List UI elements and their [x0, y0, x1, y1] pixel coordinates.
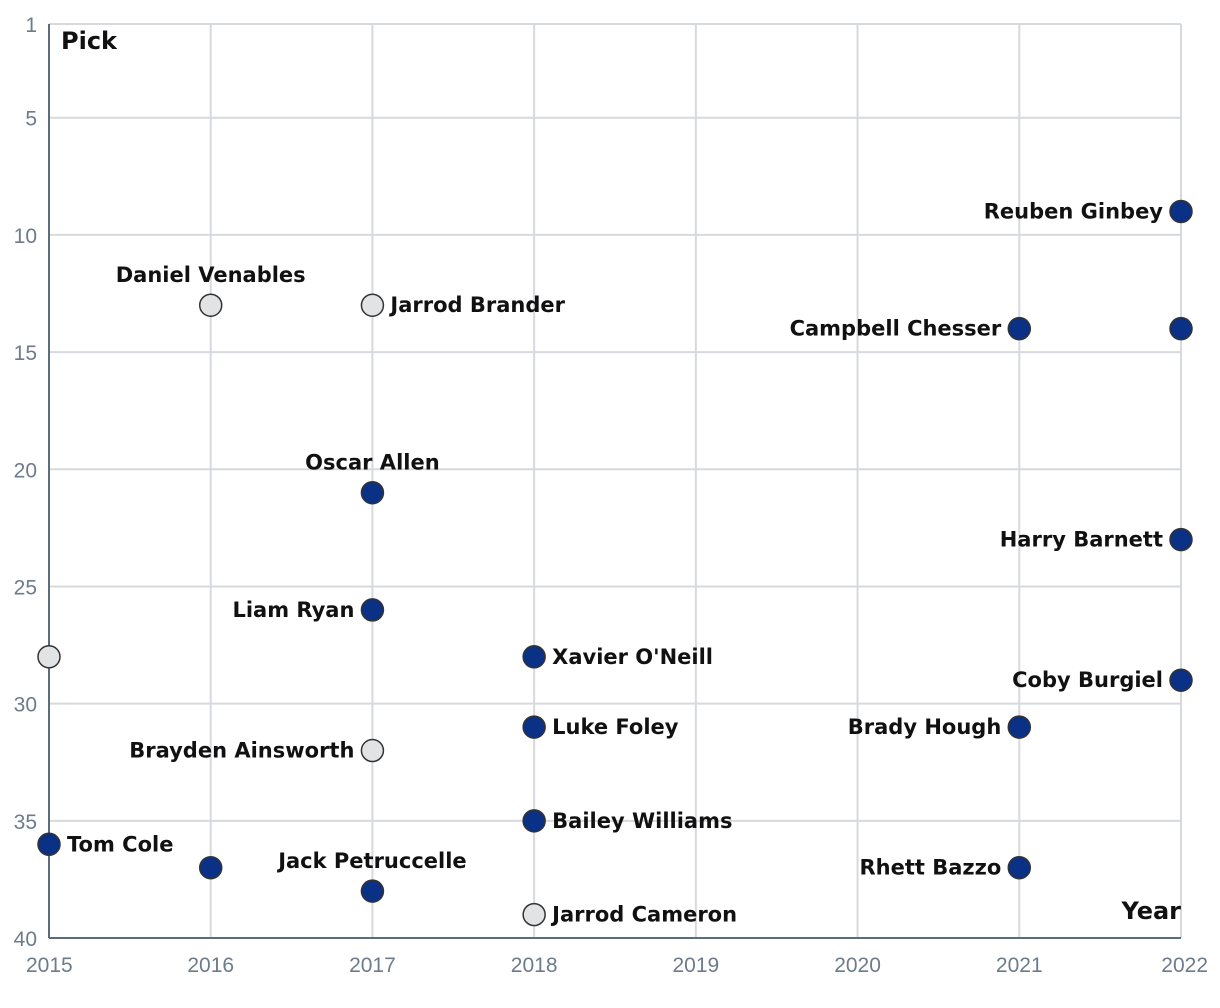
point-oscar-allen: [360, 480, 385, 505]
point-daniel-venables: [198, 293, 223, 317]
label-luke-foley: Luke Foley: [552, 715, 679, 739]
label-brayden-ainsworth: Brayden Ainsworth: [129, 739, 354, 763]
x-tick-label-2017: 2017: [349, 954, 396, 977]
point-xavier-o-neill: [522, 645, 546, 669]
label-campbell-chesser: Campbell Chesser: [790, 317, 1002, 341]
x-tick-label-2018: 2018: [511, 954, 558, 977]
label-jarrod-cameron: Jarrod Cameron: [550, 903, 737, 927]
point-reuben-ginbey: [1169, 199, 1193, 224]
x-tick-label-2020: 2020: [834, 954, 881, 977]
label-reuben-ginbey: Reuben Ginbey: [984, 199, 1164, 223]
label-oscar-allen: Oscar Allen: [305, 451, 439, 475]
label-daniel-venables: Daniel Venables: [116, 263, 306, 287]
point-jarrod-cameron: [522, 902, 546, 927]
point-luke-foley: [522, 715, 546, 739]
point-tom-cole: [37, 832, 61, 857]
label-liam-ryan: Liam Ryan: [232, 598, 354, 622]
point-campbell-chesser: [1007, 316, 1032, 341]
y-tick-label-5: 5: [25, 108, 37, 131]
y-tick-label-35: 35: [14, 811, 37, 834]
label-jarrod-brander: Jarrod Brander: [388, 293, 565, 317]
point-jack-petruccelle: [360, 879, 385, 903]
y-tick-label-15: 15: [14, 342, 37, 365]
point-coby-burgiel: [1169, 668, 1193, 692]
x-tick-label-2021: 2021: [996, 954, 1043, 977]
axes: [48, 24, 1181, 939]
label-coby-burgiel: Coby Burgiel: [1012, 668, 1163, 692]
y-tick-label-10: 10: [14, 225, 37, 248]
data-points: [37, 199, 1193, 927]
x-tick-label-2016: 2016: [187, 954, 234, 977]
point-filled-2022-14: [1169, 316, 1193, 341]
point-labels: Tom Cole Oscar Allen Liam Ryan Jack Petrucc…: [67, 199, 1163, 926]
y-tick-label-1: 1: [25, 14, 37, 37]
tick-labels: 2015 2016 2017 2018 2019 2020 2021 202215101520…: [14, 14, 1208, 977]
x-tick-label-2022: 2022: [1161, 954, 1208, 977]
point-harry-barnett: [1169, 527, 1193, 552]
label-brady-hough: Brady Hough: [848, 715, 1002, 739]
grid-lines: [49, 23, 1182, 938]
y-tick-label-40: 40: [14, 928, 37, 951]
y-tick-label-20: 20: [14, 459, 37, 482]
label-bailey-williams: Bailey Williams: [552, 809, 732, 833]
label-xavier-o-neill: Xavier O'Neill: [552, 645, 713, 669]
label-rhett-bazzo: Rhett Bazzo: [859, 856, 1001, 880]
point-rhett-bazzo: [1007, 855, 1032, 880]
point-hollow-2015-28: [37, 645, 61, 669]
y-tick-label-25: 25: [14, 576, 37, 599]
point-filled-2016-37: [198, 855, 223, 880]
label-jack-petruccelle: Jack Petruccelle: [276, 849, 466, 873]
x-tick-label-2019: 2019: [672, 954, 719, 977]
label-harry-barnett: Harry Barnett: [1000, 528, 1163, 552]
y-tick-label-30: 30: [14, 694, 37, 717]
point-brayden-ainsworth: [360, 738, 385, 763]
x-axis-title: Year: [1121, 897, 1182, 925]
point-liam-ryan: [360, 598, 385, 622]
point-brady-hough: [1007, 715, 1032, 739]
y-axis-title: Pick: [61, 27, 118, 55]
point-bailey-williams: [522, 809, 546, 833]
x-tick-label-2015: 2015: [26, 954, 73, 977]
point-jarrod-brander: [360, 293, 385, 317]
label-tom-cole: Tom Cole: [67, 832, 173, 856]
